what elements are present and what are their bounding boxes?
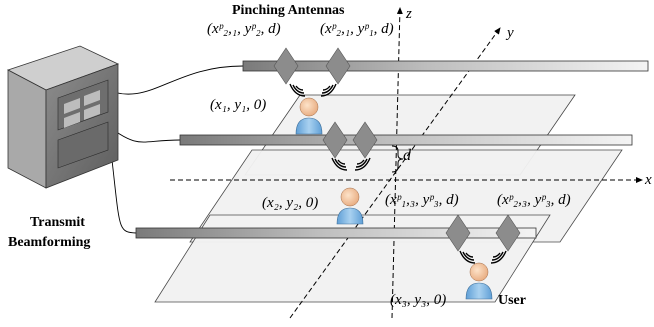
transmitter-label-line1: Transmit <box>30 215 85 230</box>
antenna-1-2 <box>325 47 351 85</box>
waveguides <box>135 60 649 239</box>
x-axis-label: x <box>645 172 652 188</box>
antenna-2-1 <box>322 121 348 159</box>
coord-antenna-top-left: (xᵖ₂,₁, yᵖ₂, d) <box>207 21 281 37</box>
pinching-antennas <box>273 47 521 252</box>
waveguide-1 <box>242 60 649 72</box>
server-icon <box>6 45 120 189</box>
cable-3 <box>111 159 137 234</box>
wave-mark-6 <box>490 250 507 264</box>
transmitter-label-line2: Beamforming <box>8 235 91 250</box>
y-axis-label: y <box>507 25 514 41</box>
height-brace <box>391 145 404 173</box>
coord-antenna-top-right: (xᵖ₂,₁, yᵖ₁, d) <box>320 21 394 37</box>
cable-2 <box>107 125 181 143</box>
antenna-1-1 <box>273 47 299 85</box>
coordinate-axes <box>170 7 643 319</box>
antenna-3-1 <box>445 214 471 252</box>
coord-user-3: (x₃, y₃, 0) <box>390 292 447 308</box>
z-axis <box>391 7 403 319</box>
z-axis-label: z <box>406 6 412 22</box>
coord-user-1: (x₁, y₁, 0) <box>210 97 267 113</box>
coord-antenna-mid-left: (xᵖ₁,₃, yᵖ₃, d) <box>385 192 459 208</box>
user-label: User <box>498 293 526 308</box>
antenna-3-2 <box>495 214 521 252</box>
antenna-2-2 <box>352 121 378 159</box>
wave-mark-5 <box>459 250 476 264</box>
user-1 <box>295 97 323 135</box>
wave-mark-3 <box>331 157 348 171</box>
coord-antenna-mid-right: (xᵖ₂,₃, yᵖ₃, d) <box>497 192 571 208</box>
waveguide-3 <box>135 227 537 239</box>
user-3 <box>465 262 493 300</box>
waveguide-2 <box>179 134 633 146</box>
wave-mark-2 <box>320 83 337 97</box>
coord-user-2: (x₂, y₂, 0) <box>262 195 319 211</box>
diagram-title: Pinching Antennas <box>232 3 345 18</box>
y-axis <box>289 27 501 319</box>
user-2 <box>336 187 364 225</box>
radiation-marks <box>289 83 507 264</box>
cable-1 <box>101 65 244 95</box>
height-label: d <box>403 147 411 164</box>
wave-mark-4 <box>354 157 371 171</box>
users <box>295 97 493 300</box>
wave-mark-1 <box>289 83 306 97</box>
